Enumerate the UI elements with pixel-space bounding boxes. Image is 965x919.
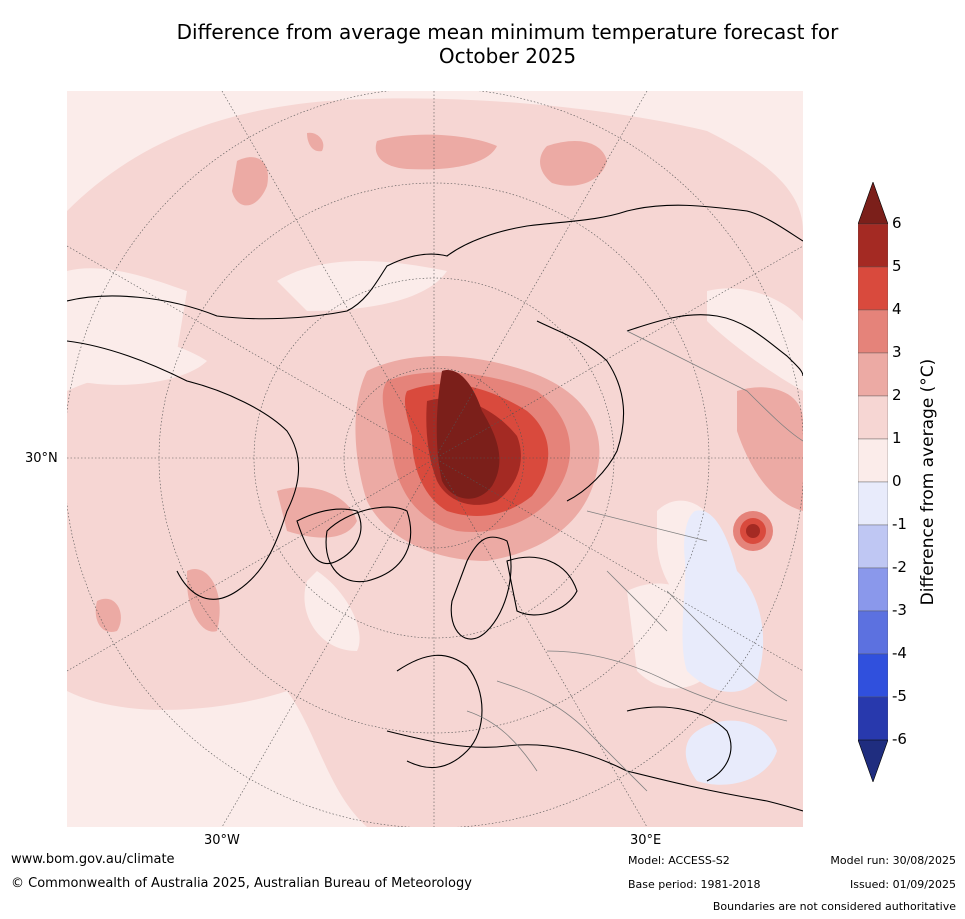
colorbar-swatch xyxy=(858,352,888,397)
anomaly-negative-shading xyxy=(682,510,777,785)
coastlines xyxy=(67,204,803,812)
title-line-1: Difference from average mean minimum tem… xyxy=(176,20,839,44)
issued-text: Issued: 01/09/2025 xyxy=(849,878,956,891)
colorbar-swatch xyxy=(858,309,888,354)
colorbar-tick-label: -2 xyxy=(892,558,907,576)
colorbar-swatches xyxy=(858,182,888,782)
colorbar-tick-label: 4 xyxy=(892,300,902,318)
disclaimer-text: Boundaries are not considered authoritat… xyxy=(712,900,956,913)
title-line-2: October 2025 xyxy=(438,44,577,68)
colorbar-tick-label: 1 xyxy=(892,429,902,447)
model-run-text: Model run: 30/08/2025 xyxy=(830,854,956,867)
colorbar-tick-label: -6 xyxy=(892,730,907,748)
colorbar-swatch xyxy=(858,395,888,440)
east-asia-hotspot xyxy=(733,511,773,551)
lon-label-30e: 30°E xyxy=(630,833,662,848)
colorbar-swatch xyxy=(858,696,888,741)
map-canvas xyxy=(67,91,803,827)
base-period-text: Base period: 1981-2018 xyxy=(628,878,761,891)
colorbar-tick-label: 3 xyxy=(892,343,902,361)
colorbar-swatch xyxy=(858,653,888,698)
colorbar-tick-label: 5 xyxy=(892,257,902,275)
colorbar-tick-label: -4 xyxy=(892,644,907,662)
colorbar-swatch xyxy=(858,266,888,311)
website-link[interactable]: www.bom.gov.au/climate xyxy=(11,852,175,867)
anomaly-2-3-shading xyxy=(95,132,803,632)
colorbar-swatch xyxy=(858,438,888,483)
colorbar-swatch xyxy=(858,567,888,612)
colorbar-tick-label: 6 xyxy=(892,214,902,232)
model-text: Model: ACCESS-S2 xyxy=(628,854,730,867)
forecast-map xyxy=(67,91,803,827)
map-title: Difference from average mean minimum tem… xyxy=(0,20,965,68)
colorbar-swatch xyxy=(858,223,888,268)
colorbar xyxy=(858,182,888,782)
colorbar-tick-label: 2 xyxy=(892,386,902,404)
colorbar-label: Difference from average (°C) xyxy=(918,358,938,606)
colorbar-swatch xyxy=(858,524,888,569)
copyright-text: © Commonwealth of Australia 2025, Austra… xyxy=(11,876,472,891)
colorbar-tick-label: -1 xyxy=(892,515,907,533)
colorbar-swatch xyxy=(858,610,888,655)
colorbar-swatch xyxy=(858,481,888,526)
colorbar-tick-label: 0 xyxy=(892,472,902,490)
lon-label-30w: 30°W xyxy=(204,833,240,848)
colorbar-tick-label: -3 xyxy=(892,601,907,619)
country-borders xyxy=(466,330,803,792)
arctic-warm-anomaly xyxy=(355,356,600,561)
colorbar-extend-max xyxy=(858,182,888,225)
lat-label-30n: 30°N xyxy=(25,451,58,466)
colorbar-extend-min xyxy=(858,739,888,782)
colorbar-tick-label: -5 xyxy=(892,687,907,705)
